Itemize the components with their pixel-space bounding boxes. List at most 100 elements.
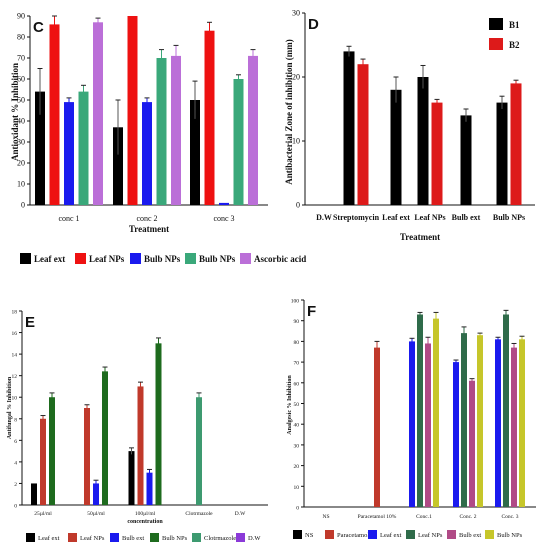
- legend-swatch: [489, 18, 503, 30]
- legend-swatch: [325, 530, 334, 539]
- legend-label: Leaf NPs: [418, 532, 443, 539]
- y-tick-label: 18: [12, 310, 18, 316]
- legend-swatch: [150, 533, 159, 542]
- bar: [453, 362, 459, 507]
- x-tick-label: Clotrmazole: [185, 511, 213, 517]
- panel-d: 0 10 20 30 Antibacterial Zone of inhibition …: [284, 9, 535, 242]
- x-tick-label: 25µl/ml: [34, 511, 52, 517]
- legend-swatch: [185, 253, 196, 264]
- x-tick-label: D.W: [235, 511, 246, 517]
- legend: NS Paracetamol Leaf ext Leaf NPs Bulb ext Bul…: [293, 530, 523, 539]
- y-tick-label: 100: [291, 299, 300, 305]
- legend-label: Paracetamol: [337, 532, 369, 539]
- bar: [219, 202, 229, 205]
- bar: [433, 318, 439, 507]
- bar: [461, 333, 467, 507]
- panel-f: 0 10 20 30 40 50 60 70 80 90 100 Analgesic % Inhibi…: [287, 299, 536, 539]
- y-tick-label: 30: [294, 443, 300, 449]
- x-tick-label: Paracetamol 10%: [358, 514, 397, 520]
- bar: [171, 55, 181, 206]
- y-tick-label: 50: [294, 402, 300, 408]
- x-tick-label: Bulb ext: [452, 213, 481, 222]
- bar: [93, 22, 103, 205]
- bar: [503, 314, 509, 507]
- y-tick-label: 12: [12, 374, 18, 380]
- x-tick-label: D.W: [316, 213, 332, 222]
- bar: [84, 408, 90, 505]
- bar: [469, 380, 475, 507]
- y-tick-label: 10: [294, 485, 300, 491]
- legend-label: Leaf NPs: [80, 535, 105, 542]
- legend-swatch: [192, 533, 201, 542]
- bar: [137, 386, 144, 505]
- bar: [102, 371, 108, 505]
- y-tick-label: 0: [296, 201, 300, 210]
- y-tick-label: 16: [12, 331, 18, 337]
- y-tick-label: 70: [17, 54, 25, 63]
- legend-swatch: [26, 533, 35, 542]
- y-tick-label: 60: [17, 75, 25, 84]
- bar: [511, 347, 517, 507]
- panel-e: 0 2 4 6 8 10 12 14 16 18 Antifungal % Inhibition co…: [7, 310, 268, 542]
- bar: [496, 102, 508, 205]
- x-tick-label: 50µl/ml: [87, 511, 105, 517]
- legend-label: Bulb NPs: [144, 254, 181, 264]
- y-tick-label: 40: [17, 117, 25, 126]
- x-axis-label: Treatment: [400, 232, 440, 242]
- bar: [431, 102, 443, 205]
- y-tick-label: 20: [294, 464, 300, 470]
- panel-letter: C: [33, 19, 44, 36]
- bar: [78, 91, 89, 205]
- legend-swatch: [489, 38, 503, 50]
- y-axis-label: Antibacterial Zone of inhibition (mm): [284, 39, 294, 185]
- bar: [204, 30, 215, 206]
- bar: [31, 483, 37, 505]
- bar: [460, 115, 472, 205]
- y-axis-label: Antifungal % Inhibition: [7, 376, 13, 439]
- legend-label: Bulb ext: [459, 532, 481, 539]
- legend-swatch: [485, 530, 494, 539]
- bar: [146, 472, 153, 505]
- y-tick-label: 0: [21, 201, 25, 210]
- x-axis-label: Treatment: [129, 224, 169, 234]
- bar: [49, 397, 55, 505]
- bar: [128, 451, 135, 505]
- y-tick-label: 10: [12, 396, 18, 402]
- x-tick-label: Conc.1: [416, 514, 432, 520]
- y-tick-label: 6: [14, 439, 17, 445]
- legend-label: B2: [509, 40, 520, 50]
- x-axis-label: concentration: [127, 519, 163, 525]
- x-tick-label: Leaf NPs: [414, 213, 445, 222]
- x-tick-label: Streptomycin: [333, 213, 380, 222]
- bar: [390, 89, 402, 205]
- panel-letter: D: [308, 16, 319, 33]
- y-tick-label: 50: [17, 96, 25, 105]
- legend-label: Leaf ext: [38, 535, 60, 542]
- bar: [343, 51, 355, 206]
- bar: [40, 418, 46, 505]
- y-tick-label: 40: [294, 423, 300, 429]
- y-axis-label: Antioxidant % Inhibition: [10, 63, 20, 161]
- x-tick-label: conc 2: [136, 214, 157, 223]
- bar: [248, 55, 258, 206]
- legend: B1 B2: [489, 18, 520, 50]
- x-tick-label: Leaf ext: [382, 213, 410, 222]
- bar: [519, 339, 525, 507]
- bar: [93, 483, 99, 505]
- bar: [113, 127, 123, 205]
- bar: [374, 347, 380, 507]
- bar: [417, 314, 423, 507]
- legend-swatch: [406, 530, 415, 539]
- y-tick-label: 30: [17, 138, 25, 147]
- bar: [64, 102, 74, 205]
- x-tick-label: conc 3: [213, 214, 234, 223]
- bar: [510, 83, 522, 205]
- legend-swatch: [20, 253, 31, 264]
- y-tick-label: 0: [296, 506, 299, 512]
- legend-label: Ascorbic acid: [254, 254, 306, 264]
- y-tick-label: 80: [294, 340, 300, 346]
- legend-label: D.W: [248, 535, 261, 542]
- legend: Leaf ext Leaf NPs Bulb ext Bulb NPs Clotrmaz…: [26, 533, 261, 542]
- y-tick-label: 20: [292, 73, 300, 82]
